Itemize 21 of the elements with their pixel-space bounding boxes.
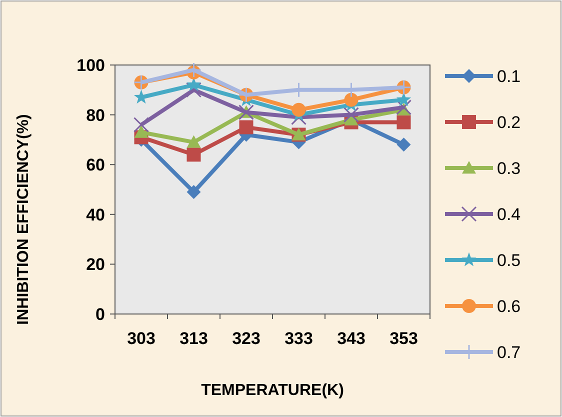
x-tick-label: 323: [232, 329, 260, 348]
legend-label: 0.4: [497, 204, 521, 224]
x-tick-label: 303: [127, 329, 156, 348]
y-tick-label: 0: [96, 304, 105, 324]
y-tick-label: 80: [86, 106, 105, 125]
x-tick-label: 313: [180, 329, 208, 348]
legend-label: 0.1: [497, 66, 521, 86]
x-tick-label: 353: [390, 329, 418, 348]
legend-label: 0.3: [497, 158, 521, 178]
x-tick-label: 343: [337, 329, 366, 348]
legend-label: 0.2: [497, 112, 521, 132]
legend-label: 0.7: [497, 342, 521, 362]
y-tick-label: 20: [86, 255, 105, 274]
x-axis-title: TEMPERATURE(K): [201, 382, 344, 399]
y-tick-label: 60: [86, 156, 105, 175]
legend-label: 0.6: [497, 296, 521, 316]
legend-label: 0.5: [497, 250, 521, 270]
y-tick-label: 40: [86, 205, 105, 224]
x-tick-label: 333: [284, 329, 313, 348]
y-tick-label: 100: [76, 56, 105, 75]
y-axis-title: INHIBITION EFFICIENCY(%): [15, 114, 32, 325]
